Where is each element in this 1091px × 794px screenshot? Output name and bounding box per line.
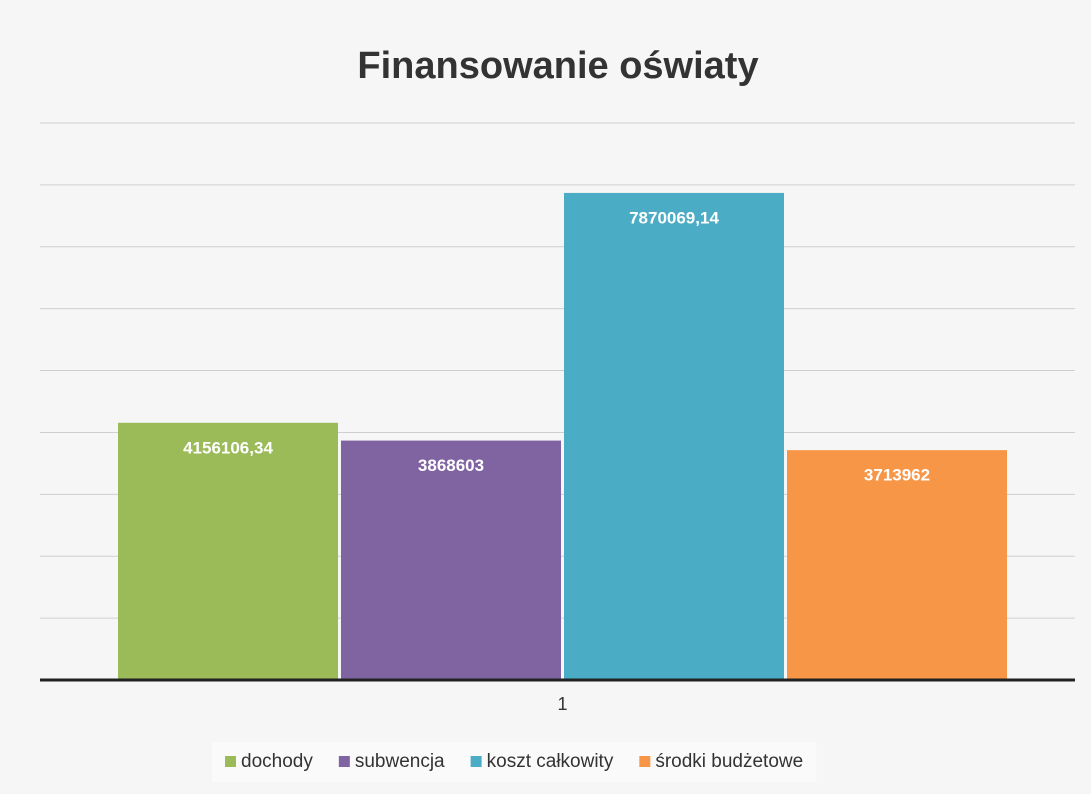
- legend-label: koszt całkowity: [487, 751, 614, 772]
- legend-box: [212, 742, 817, 782]
- legend-label: środki budżetowe: [655, 751, 803, 772]
- legend-label: subwencja: [355, 751, 445, 772]
- legend-swatch: [470, 756, 482, 767]
- legend-swatch: [225, 756, 236, 767]
- data-label: 3868603: [418, 456, 484, 475]
- x-tick-label: 1: [557, 694, 567, 714]
- legend-swatch: [639, 756, 651, 767]
- data-label: 4156106,34: [183, 438, 273, 457]
- bar: [564, 192, 784, 680]
- bar: [787, 450, 1007, 680]
- chart-title: Finansowanie oświaty: [357, 45, 758, 87]
- legend-swatch: [338, 756, 350, 767]
- data-label: 3713962: [864, 466, 930, 485]
- data-label: 7870069,14: [629, 208, 719, 227]
- legend-label: dochody: [241, 751, 313, 772]
- bar: [341, 440, 561, 680]
- bar: [118, 422, 338, 680]
